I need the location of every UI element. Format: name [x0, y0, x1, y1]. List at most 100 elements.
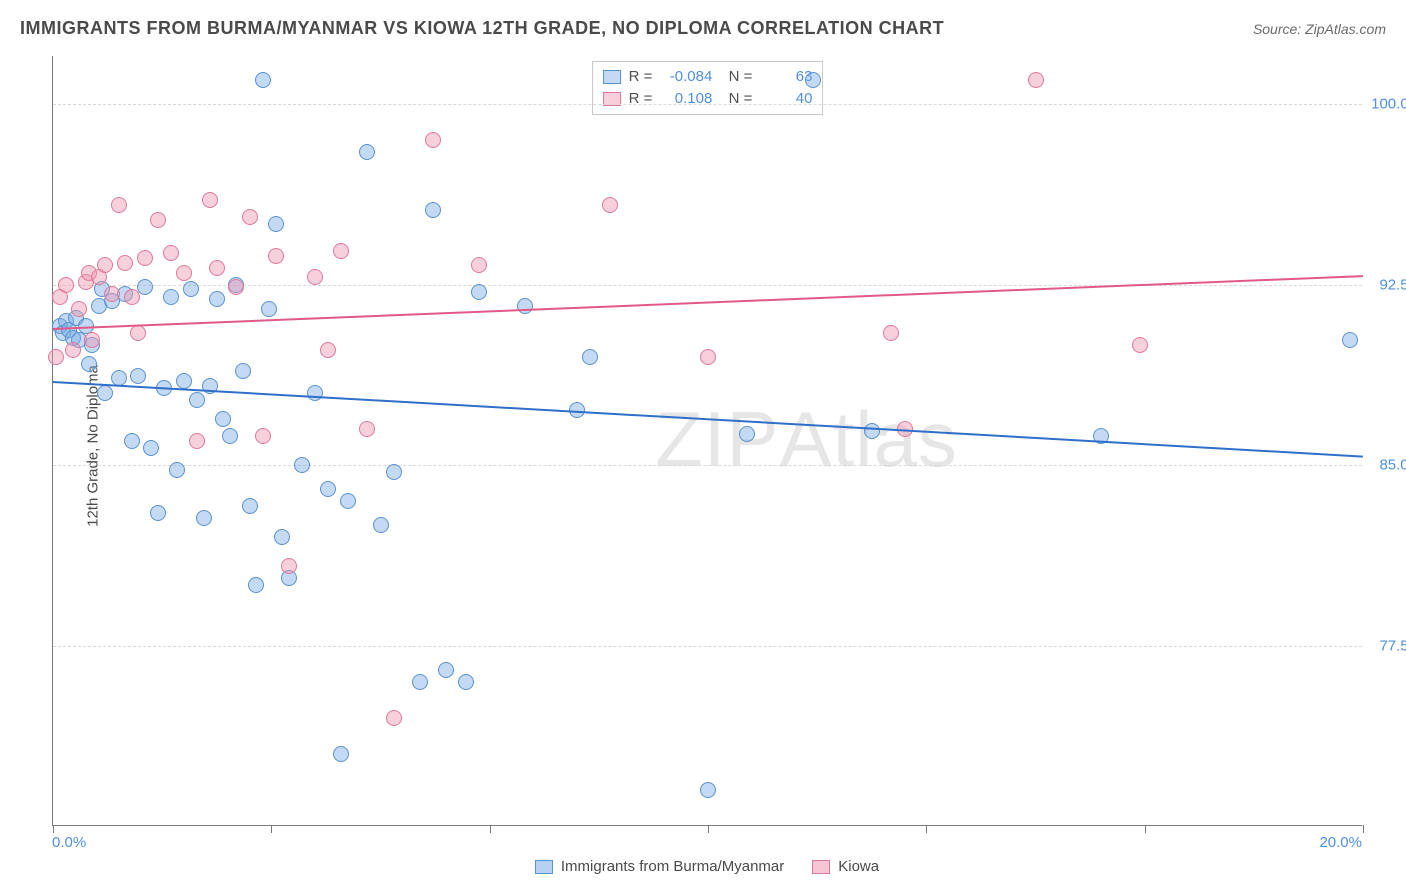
data-point	[602, 197, 618, 213]
data-point	[242, 498, 258, 514]
data-point	[196, 510, 212, 526]
trend-line	[53, 275, 1363, 330]
data-point	[458, 674, 474, 690]
data-point	[864, 423, 880, 439]
x-tick	[1145, 825, 1146, 833]
swatch-series-a	[603, 70, 621, 84]
data-point	[471, 284, 487, 300]
data-point	[137, 250, 153, 266]
data-point	[150, 505, 166, 521]
n-value-b: 40	[760, 88, 812, 110]
data-point	[373, 517, 389, 533]
data-point	[124, 433, 140, 449]
data-point	[163, 245, 179, 261]
data-point	[700, 349, 716, 365]
data-point	[235, 363, 251, 379]
data-point	[97, 257, 113, 273]
data-point	[281, 558, 297, 574]
data-point	[202, 192, 218, 208]
x-tick	[271, 825, 272, 833]
data-point	[425, 202, 441, 218]
x-axis-labels: 0.0% 20.0%	[52, 834, 1362, 851]
data-point	[517, 298, 533, 314]
data-point	[340, 493, 356, 509]
r-value-b: 0.108	[660, 88, 712, 110]
x-tick	[490, 825, 491, 833]
data-point	[425, 132, 441, 148]
y-tick-label: 85.0%	[1367, 457, 1406, 474]
data-point	[111, 197, 127, 213]
data-point	[183, 281, 199, 297]
data-point	[274, 529, 290, 545]
data-point	[307, 385, 323, 401]
data-point	[359, 421, 375, 437]
data-point	[320, 342, 336, 358]
watermark: ZIPAtlas	[655, 394, 958, 485]
data-point	[215, 411, 231, 427]
y-gridline	[53, 104, 1362, 105]
data-point	[130, 368, 146, 384]
data-point	[71, 301, 87, 317]
legend-item-a: Immigrants from Burma/Myanmar	[535, 858, 784, 875]
x-tick	[53, 825, 54, 833]
source-label: Source: ZipAtlas.com	[1253, 21, 1386, 37]
data-point	[104, 286, 120, 302]
y-tick-label: 77.5%	[1367, 637, 1406, 654]
data-point	[130, 325, 146, 341]
data-point	[143, 440, 159, 456]
data-point	[169, 462, 185, 478]
data-point	[242, 209, 258, 225]
data-point	[333, 746, 349, 762]
x-tick	[1363, 825, 1364, 833]
data-point	[386, 464, 402, 480]
y-tick-label: 100.0%	[1367, 96, 1406, 113]
data-point	[255, 428, 271, 444]
data-point	[124, 289, 140, 305]
data-point	[268, 216, 284, 232]
swatch-legend-b	[812, 860, 830, 874]
data-point	[150, 212, 166, 228]
data-point	[805, 72, 821, 88]
data-point	[117, 255, 133, 271]
data-point	[97, 385, 113, 401]
data-point	[333, 243, 349, 259]
trend-line	[53, 381, 1363, 458]
chart-title: IMMIGRANTS FROM BURMA/MYANMAR VS KIOWA 1…	[20, 18, 944, 39]
data-point	[261, 301, 277, 317]
data-point	[176, 265, 192, 281]
x-tick	[708, 825, 709, 833]
data-point	[209, 291, 225, 307]
data-point	[163, 289, 179, 305]
y-gridline	[53, 646, 1362, 647]
data-point	[58, 277, 74, 293]
y-gridline	[53, 465, 1362, 466]
data-point	[1028, 72, 1044, 88]
swatch-legend-a	[535, 860, 553, 874]
data-point	[320, 481, 336, 497]
data-point	[65, 342, 81, 358]
data-point	[359, 144, 375, 160]
legend-row-series-b: R =0.108 N =40	[603, 88, 813, 110]
legend-label-a: Immigrants from Burma/Myanmar	[561, 858, 784, 875]
x-tick-label-min: 0.0%	[52, 834, 86, 851]
legend-correlation-box: R =-0.084 N =63 R =0.108 N =40	[592, 61, 824, 115]
data-point	[209, 260, 225, 276]
legend-row-series-a: R =-0.084 N =63	[603, 66, 813, 88]
data-point	[255, 72, 271, 88]
data-point	[137, 279, 153, 295]
data-point	[176, 373, 192, 389]
data-point	[84, 332, 100, 348]
plot-area: ZIPAtlas R =-0.084 N =63 R =0.108 N =40 …	[52, 56, 1362, 826]
data-point	[189, 433, 205, 449]
data-point	[294, 457, 310, 473]
legend-item-b: Kiowa	[812, 858, 879, 875]
legend-bottom: Immigrants from Burma/Myanmar Kiowa	[52, 858, 1362, 875]
data-point	[48, 349, 64, 365]
data-point	[739, 426, 755, 442]
data-point	[582, 349, 598, 365]
data-point	[700, 782, 716, 798]
data-point	[268, 248, 284, 264]
data-point	[228, 279, 244, 295]
x-tick-label-max: 20.0%	[1319, 834, 1362, 851]
data-point	[1342, 332, 1358, 348]
